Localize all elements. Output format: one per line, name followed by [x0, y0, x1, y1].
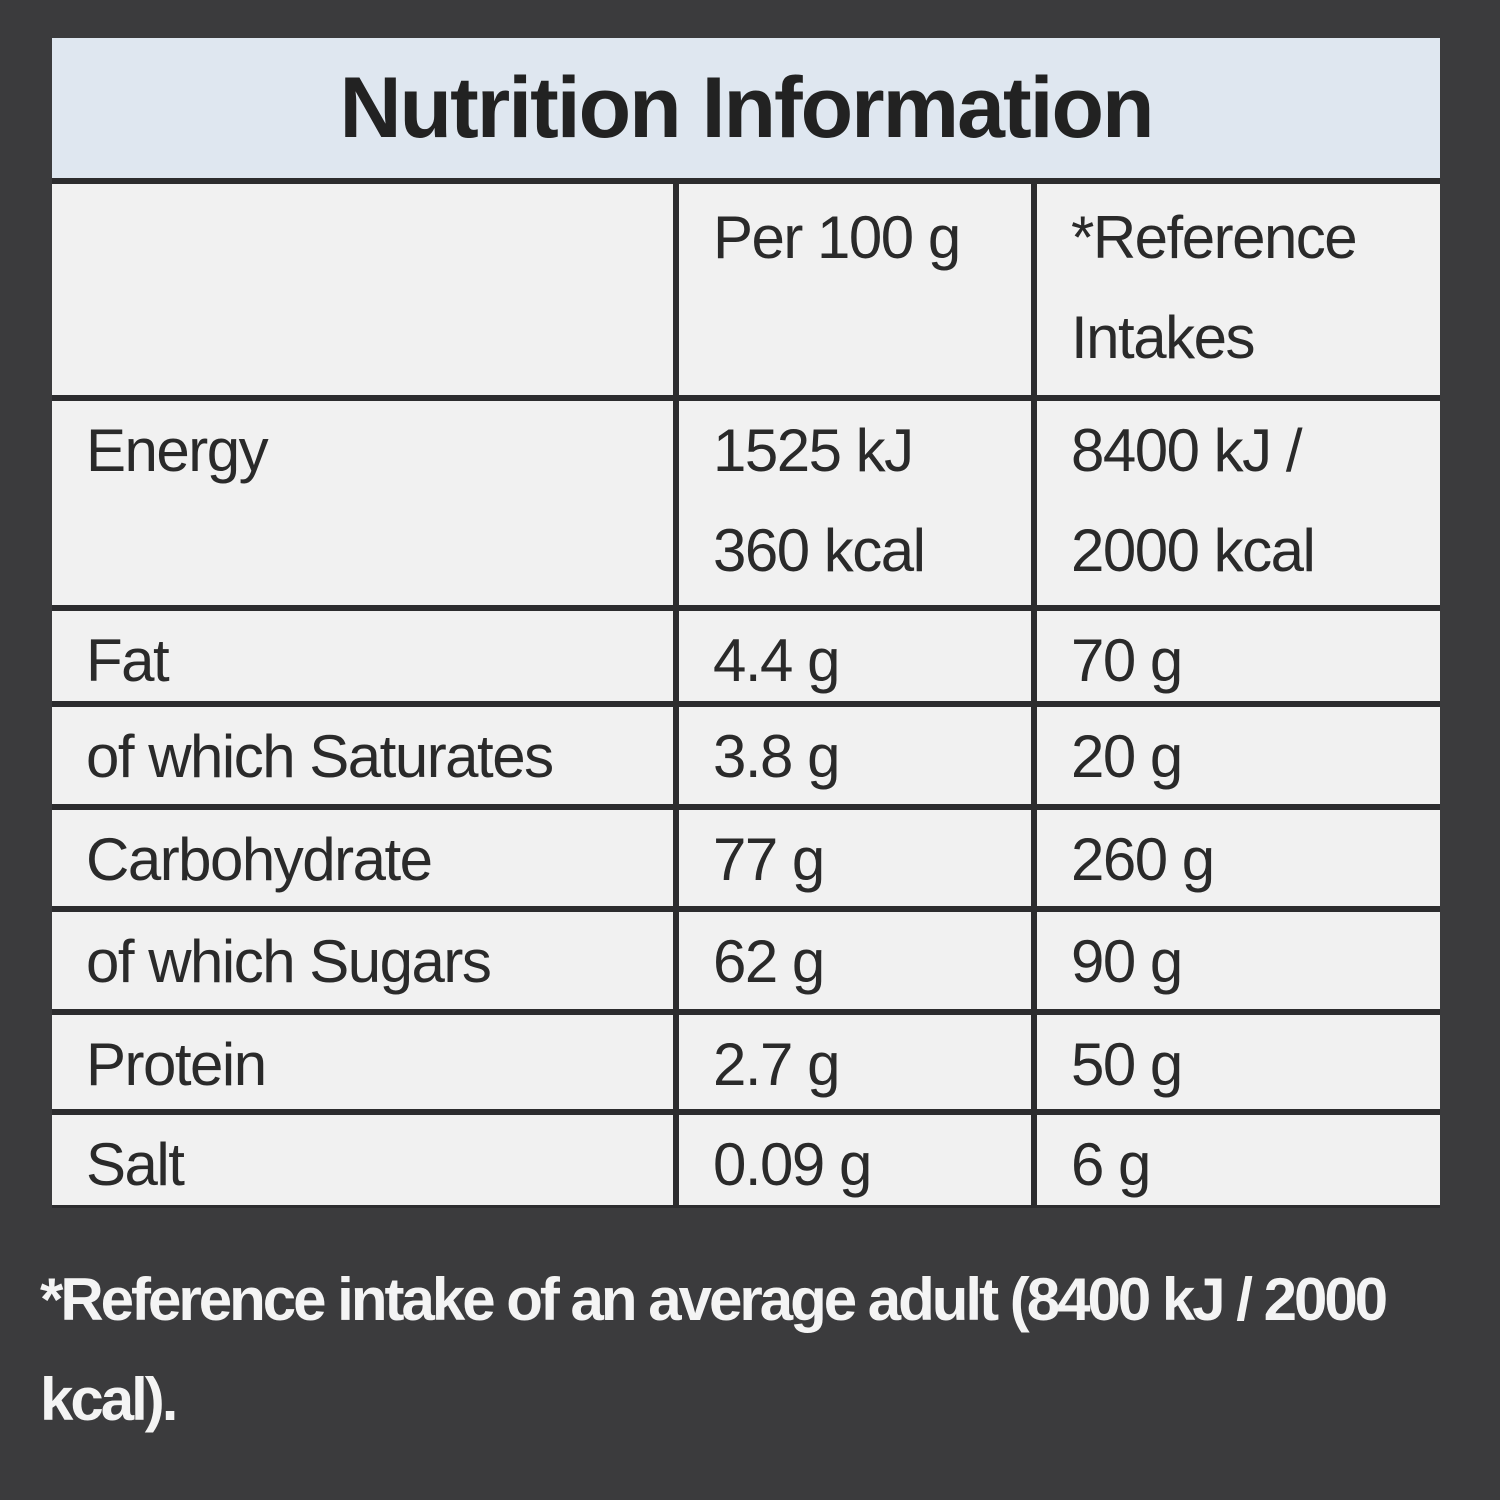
header-cell [52, 184, 673, 395]
cell-text: Fat [86, 627, 170, 694]
title-band: Nutrition Information [52, 38, 1440, 178]
column-header: *Reference Intakes [1037, 184, 1440, 395]
cell-text: 8400 kJ / [1071, 417, 1303, 484]
reference-cell: 20 g [1037, 707, 1440, 804]
reference-cell: 6 g [1037, 1115, 1440, 1205]
footnote: *Reference intake of an average adult (8… [40, 1266, 1388, 1433]
cell-text: of which Saturates [86, 723, 554, 790]
column-header: Per 100 g [679, 184, 1031, 395]
reference-cell: 90 g [1037, 912, 1440, 1009]
cell-text: 20 g [1071, 723, 1183, 790]
title: Nutrition Information [339, 59, 1154, 156]
nutrient-cell: Protein [52, 1015, 673, 1109]
per-100g-cell: 77 g [679, 810, 1031, 906]
cell-text: Salt [86, 1131, 185, 1198]
cell-text: 6 g [1071, 1131, 1151, 1198]
cell-text: *Reference [1071, 204, 1358, 271]
per-100g-cell: 1525 kJ 360 kcal [679, 401, 1031, 605]
per-100g-cell: 3.8 g [679, 707, 1031, 804]
per-100g-cell: 4.4 g [679, 611, 1031, 701]
reference-cell: 8400 kJ / 2000 kcal [1037, 401, 1440, 605]
cell-text: 77 g [713, 826, 825, 893]
cell-text: 260 g [1071, 826, 1215, 893]
cell-text: Protein [86, 1031, 267, 1098]
nutrient-cell: Carbohydrate [52, 810, 673, 906]
per-100g-cell: 0.09 g [679, 1115, 1031, 1205]
nutrient-cell: Energy [52, 401, 673, 605]
per-100g-cell: 2.7 g [679, 1015, 1031, 1109]
cell-text: 4.4 g [713, 627, 840, 694]
cell-text: Per 100 g [713, 204, 961, 271]
reference-cell: 50 g [1037, 1015, 1440, 1109]
cell-text: 2.7 g [713, 1031, 840, 1098]
reference-cell: 260 g [1037, 810, 1440, 906]
cell-text: 50 g [1071, 1031, 1183, 1098]
cell-text: 1525 kJ [713, 417, 914, 484]
cell-text: Energy [86, 417, 269, 484]
nutrient-cell: of which Sugars [52, 912, 673, 1009]
cell-text: 3.8 g [713, 723, 840, 790]
nutrient-cell: Fat [52, 611, 673, 701]
cell-text: 360 kcal [713, 517, 926, 584]
nutrient-cell: Salt [52, 1115, 673, 1205]
cell-text: 90 g [1071, 928, 1183, 995]
cell-text: of which Sugars [86, 928, 492, 995]
cell-text: 0.09 g [713, 1131, 872, 1198]
per-100g-cell: 62 g [679, 912, 1031, 1009]
cell-text: Carbohydrate [86, 826, 433, 893]
cell-text: Intakes [1071, 304, 1255, 371]
nutrition-table: Nutrition Information Per 100 g *Referenc… [52, 38, 1440, 1208]
reference-cell: 70 g [1037, 611, 1440, 701]
cell-text: 62 g [713, 928, 825, 995]
nutrient-cell: of which Saturates [52, 707, 673, 804]
cell-text: 70 g [1071, 627, 1183, 694]
cell-text: 2000 kcal [1071, 517, 1316, 584]
